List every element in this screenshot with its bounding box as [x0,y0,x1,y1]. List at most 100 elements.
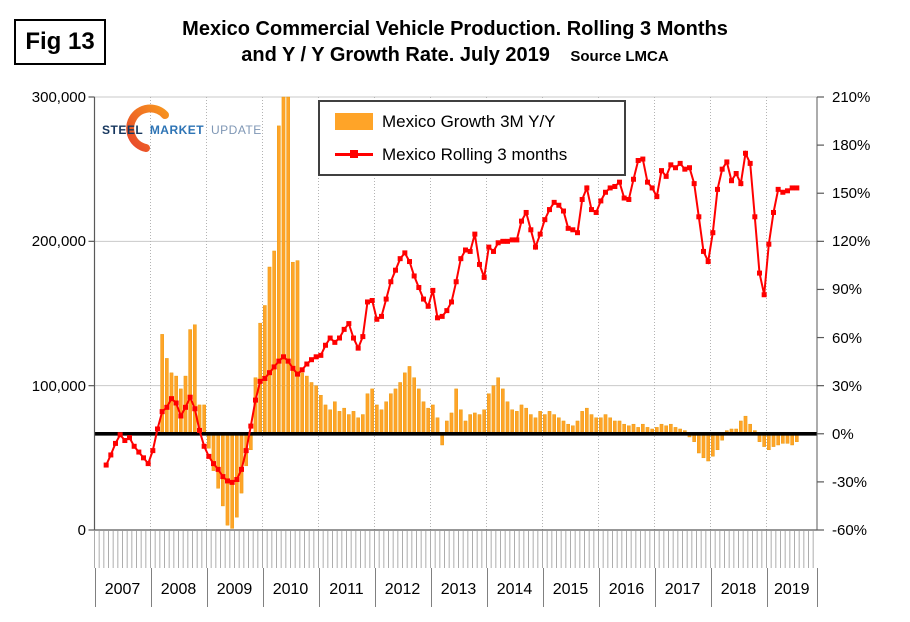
growth-bar [347,414,351,434]
rolling-line-marker [682,166,688,172]
rolling-line-marker [621,195,627,201]
year-label: 2007 [104,581,141,598]
rolling-line-marker [313,354,319,360]
year-label: 2019 [773,581,810,598]
rolling-line-marker [262,375,268,381]
rolling-line-marker [257,378,263,384]
right-axis-tick-label: 0% [832,425,854,443]
rolling-line-marker [701,248,706,254]
year-label: 2018 [720,581,757,598]
rolling-line-marker [393,267,398,273]
rolling-line-marker [491,248,496,254]
rolling-line-marker [374,316,380,322]
growth-bar [519,404,524,434]
right-axis-tick-label: 210% [832,89,871,106]
rolling-line-marker [659,168,664,174]
rolling-line-marker [435,315,440,321]
rolling-line-marker [309,357,314,363]
growth-bar [412,377,416,434]
growth-bar [417,388,421,434]
rolling-line-marker [519,218,524,224]
growth-bar [361,414,365,434]
growth-bar [538,411,542,434]
growth-bar [608,417,612,434]
bar-swatch-icon [335,113,373,130]
growth-bar [426,407,430,434]
rolling-line-marker [271,364,277,370]
rolling-line-marker [397,256,403,262]
growth-bar [561,420,566,434]
growth-bar [314,385,318,434]
growth-bar [356,417,360,434]
rolling-line-marker [425,303,431,309]
rolling-line-marker [201,443,207,449]
rolling-line-marker [705,259,711,265]
chart-title: Mexico Commercial Vehicle Production. Ro… [0,16,910,68]
growth-bar [333,401,337,434]
rolling-line-marker [640,156,646,162]
rolling-line-marker [421,296,426,302]
rolling-line-marker [281,354,286,360]
rolling-line-marker [108,452,114,458]
rolling-line-marker [607,185,613,191]
rolling-line-marker [537,231,543,237]
growth-bar [263,305,267,434]
rolling-line-marker [379,313,384,319]
rolling-line-marker [234,476,240,482]
rolling-line-marker [495,240,501,246]
growth-bar [403,372,407,434]
rolling-line-marker [122,438,128,444]
rolling-line-marker [514,237,520,243]
rolling-line-marker [173,400,179,406]
rolling-line-marker [416,285,422,291]
rolling-line-marker [407,259,412,265]
growth-bar [468,414,472,434]
logo-word-steel: STEEL [102,123,143,137]
growth-bar [585,407,589,434]
year-label: 2012 [384,581,421,598]
growth-bar [771,433,776,447]
right-axis-tick-label: 120% [832,233,871,251]
rolling-line-marker [579,196,585,202]
rolling-line-marker [472,231,478,237]
rolling-line-marker [631,176,636,182]
rolling-line-marker [449,299,454,305]
rolling-line-marker [747,160,753,166]
rolling-line-marker [673,165,678,171]
rolling-line-marker [327,335,333,341]
growth-bar [524,407,528,434]
rolling-line-marker [528,227,534,233]
rolling-line-marker [551,199,557,205]
year-label: 2008 [160,581,197,598]
rolling-line-marker [761,292,767,298]
rolling-line-marker [733,170,739,176]
rolling-line-marker [197,427,202,433]
chart-title-line1: Mexico Commercial Vehicle Production. Ro… [182,18,728,40]
rolling-line-marker [164,404,170,410]
right-axis-tick-label: 90% [832,281,863,299]
growth-bar [272,250,276,434]
rolling-line-marker [341,326,347,332]
growth-bar [216,433,220,489]
growth-bar [431,404,435,434]
right-axis-tick-label: 30% [832,377,863,395]
rolling-line-marker [285,358,291,364]
left-axis-tick-label: 100,000 [31,377,86,395]
growth-bar [295,260,300,434]
chart-title-line2: and Y / Y Growth Rate. July 2019 [241,44,550,66]
rolling-line-marker [243,448,249,454]
svg-text:STEEL MARKET UPDAT: STEEL MARKET UPDATE [102,123,262,137]
legend-label-growth: Mexico Growth 3M Y/Y [382,111,556,131]
year-label: 2009 [216,581,253,598]
rolling-line-marker [276,358,282,364]
year-label: 2015 [552,581,589,598]
rolling-line-marker [187,394,193,400]
growth-bar [477,414,482,434]
growth-bar [701,433,706,459]
growth-bar [435,417,440,434]
growth-bar [473,412,477,434]
growth-bar [706,433,710,462]
year-separator [150,568,152,607]
rolling-line-marker [509,237,515,243]
